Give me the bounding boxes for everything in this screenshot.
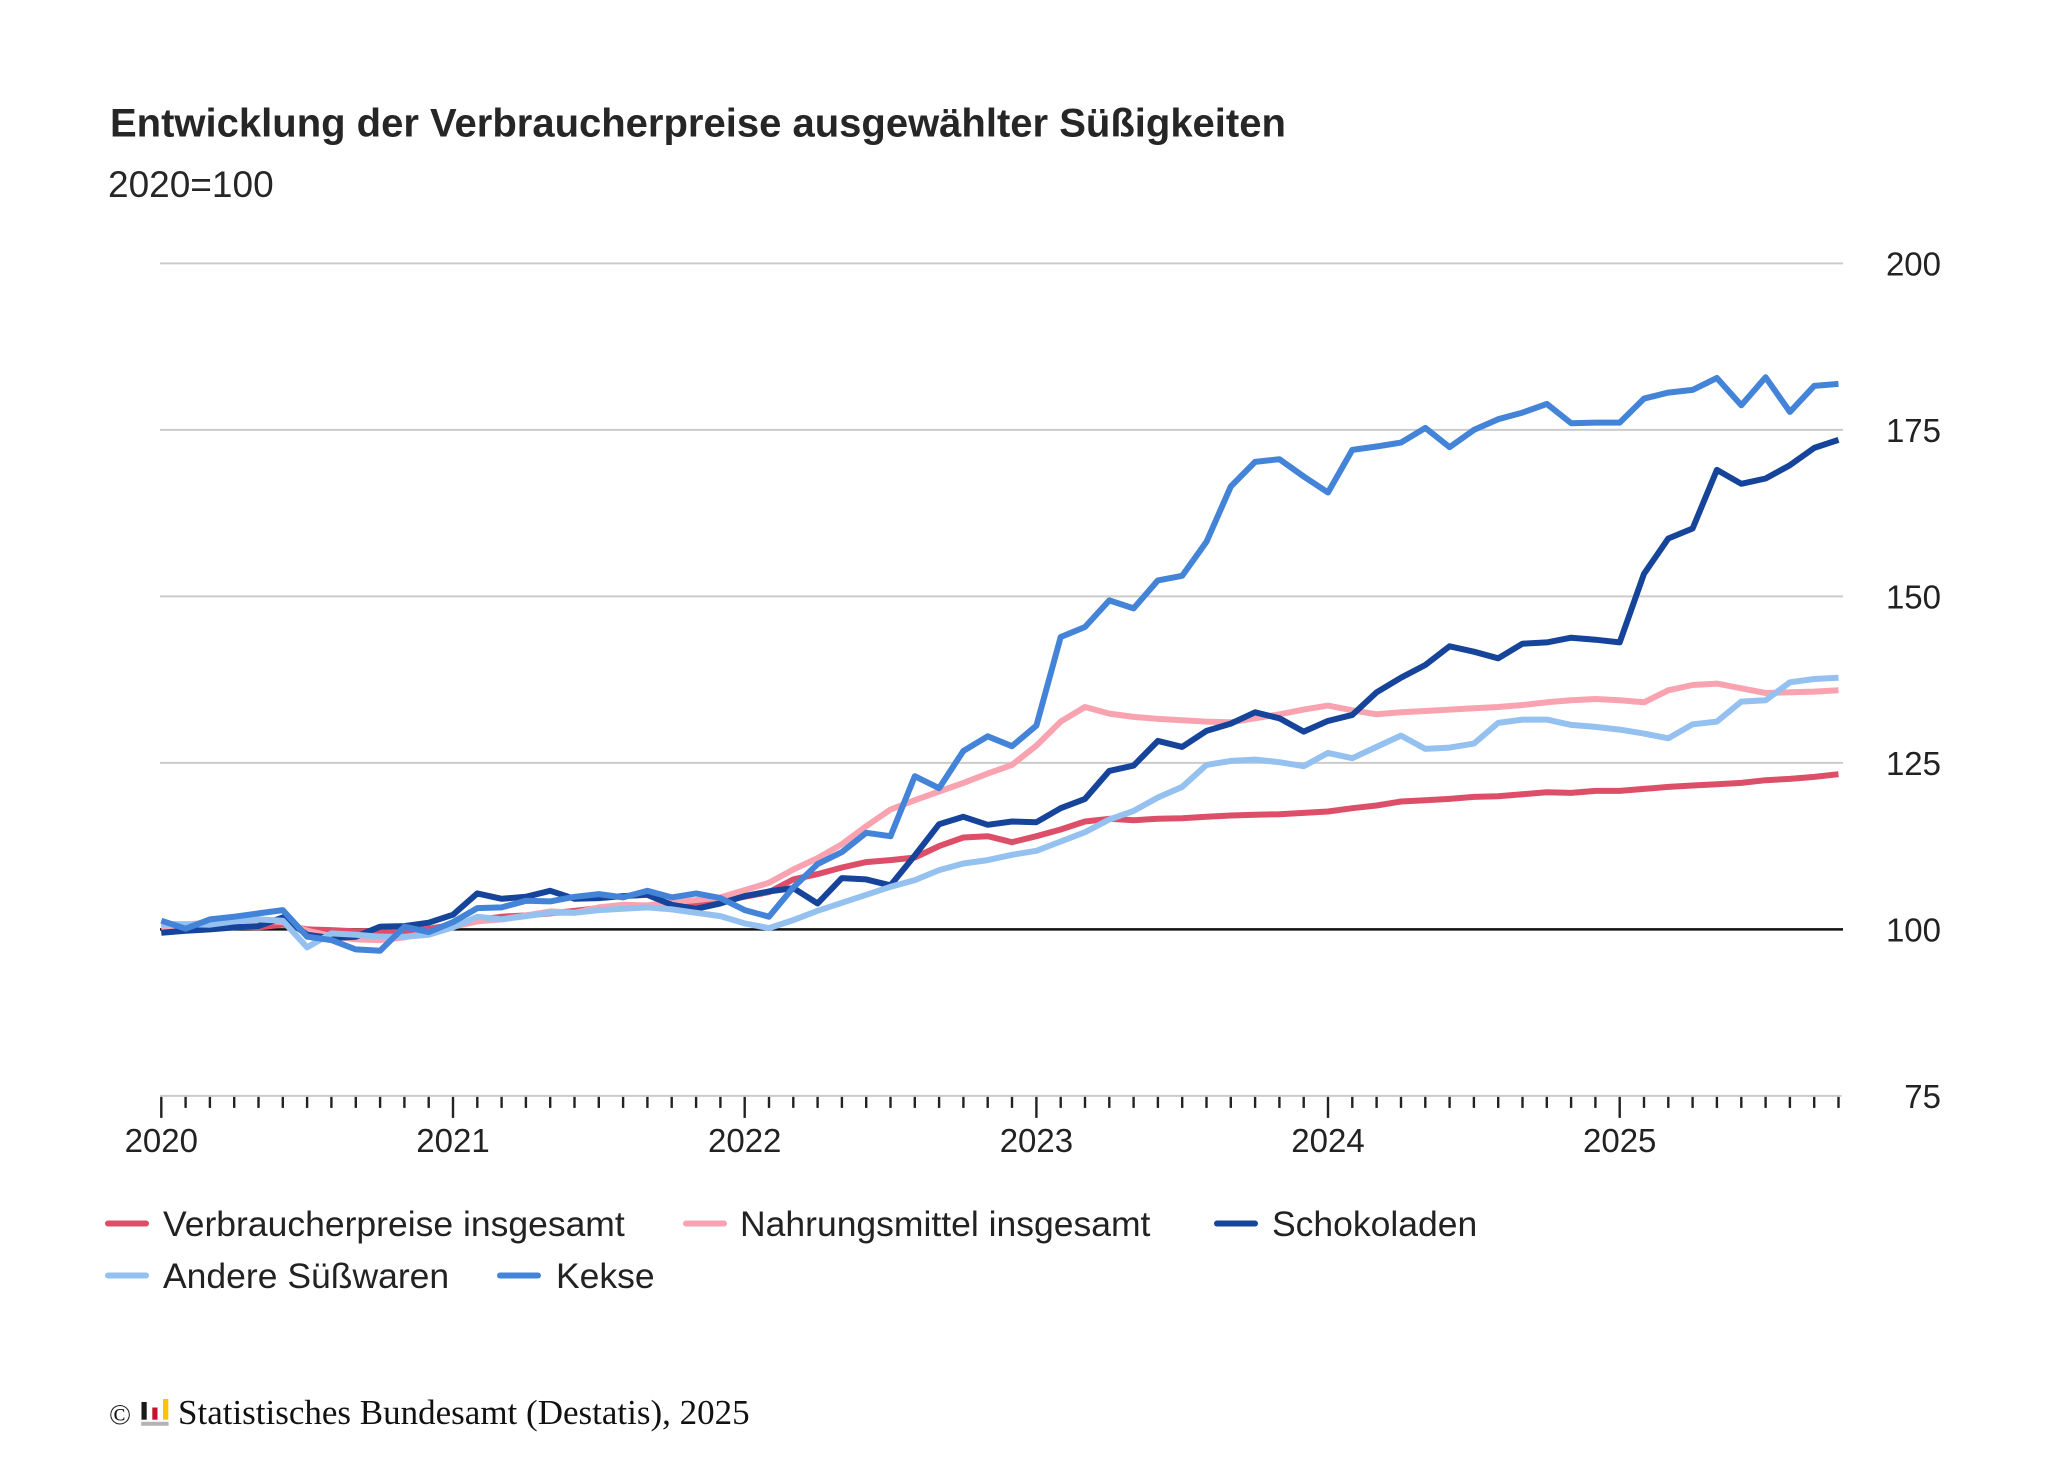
svg-text:2025: 2025 — [1583, 1122, 1656, 1159]
svg-text:Kekse: Kekse — [556, 1256, 655, 1296]
svg-text:Andere Süßwaren: Andere Süßwaren — [163, 1256, 449, 1296]
svg-text:175: 175 — [1886, 412, 1941, 449]
svg-text:Verbraucherpreise insgesamt: Verbraucherpreise insgesamt — [163, 1204, 625, 1244]
svg-text:Statistisches Bundesamt (Desta: Statistisches Bundesamt (Destatis), 2025 — [178, 1393, 750, 1432]
svg-text:150: 150 — [1886, 578, 1941, 615]
svg-text:Nahrungsmittel insgesamt: Nahrungsmittel insgesamt — [740, 1204, 1151, 1244]
svg-text:2024: 2024 — [1291, 1122, 1364, 1159]
svg-text:75: 75 — [1904, 1078, 1941, 1115]
svg-text:125: 125 — [1886, 745, 1941, 782]
svg-text:2020=100: 2020=100 — [108, 164, 274, 205]
svg-text:2020: 2020 — [125, 1122, 198, 1159]
svg-text:200: 200 — [1886, 245, 1941, 282]
svg-text:2022: 2022 — [708, 1122, 781, 1159]
svg-text:100: 100 — [1886, 911, 1941, 948]
svg-text:Schokoladen: Schokoladen — [1272, 1204, 1477, 1244]
svg-text:©: © — [109, 1399, 131, 1431]
svg-text:2023: 2023 — [1000, 1122, 1073, 1159]
svg-text:2021: 2021 — [416, 1122, 489, 1159]
svg-text:Entwicklung der Verbraucherpre: Entwicklung der Verbraucherpreise ausgew… — [110, 102, 1286, 146]
